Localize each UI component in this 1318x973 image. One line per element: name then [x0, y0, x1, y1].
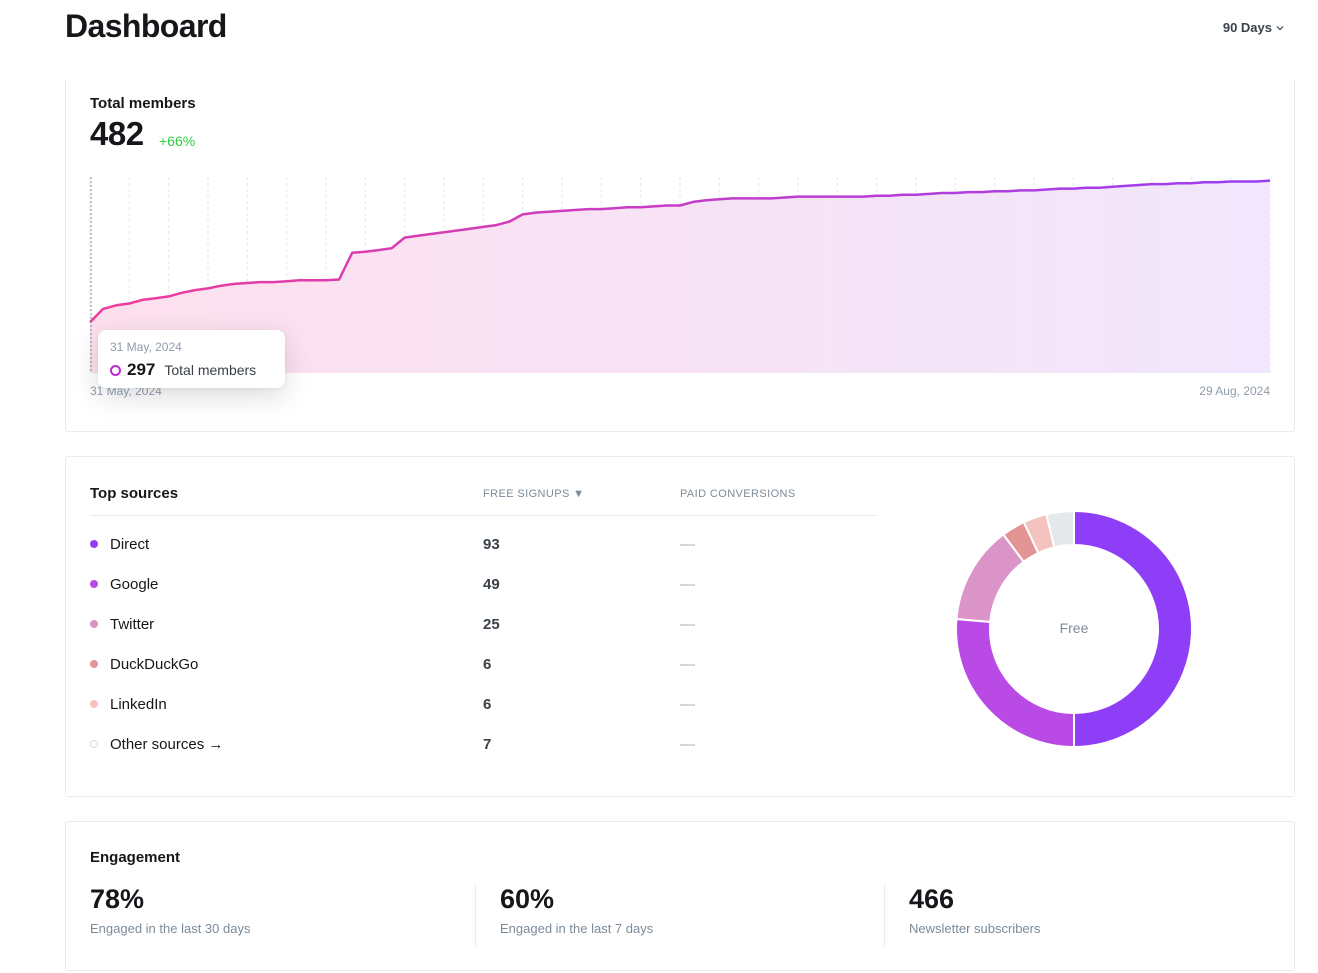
donut-slice-direct[interactable]	[1073, 509, 1193, 749]
source-free-signups: 25	[483, 615, 500, 633]
members-line	[89, 179, 1271, 324]
other-sources-link[interactable]: Other sources →	[110, 735, 224, 753]
source-name: LinkedIn	[110, 695, 167, 713]
date-range-label: 90 Days	[1222, 20, 1272, 35]
source-name: Google	[110, 575, 159, 593]
donut-slice-other-sources[interactable]	[1045, 509, 1075, 549]
source-free-signups: 93	[483, 535, 500, 553]
source-free-signups: 6	[483, 655, 492, 673]
top-sources-card: Top sources FREE SIGNUPS ▼ PAID CONVERSI…	[65, 456, 1295, 797]
stat-value: 60%	[500, 884, 555, 914]
x-axis-end-label: 29 Aug, 2024	[1199, 384, 1270, 398]
engagement-stat-30-days: 78% Engaged in the last 30 days	[66, 884, 475, 946]
source-name: Direct	[110, 535, 150, 553]
source-free-signups: 49	[483, 575, 500, 593]
date-range-dropdown[interactable]: 90 Days	[1223, 20, 1284, 35]
members-area-chart[interactable]	[89, 177, 1271, 375]
source-paid-conversions: —	[680, 695, 695, 713]
donut-center-label: Free	[1059, 620, 1089, 636]
stat-label: Engaged in the last 30 days	[90, 921, 251, 936]
source-row-google: Google 49 —	[90, 572, 877, 596]
source-free-signups: 6	[483, 695, 492, 713]
stat-label: Engaged in the last 7 days	[500, 921, 654, 936]
donut-slice-google[interactable]	[955, 617, 1075, 749]
legend-dot-icon	[90, 620, 98, 628]
legend-dot-icon	[90, 660, 98, 668]
legend-dot-icon	[90, 580, 98, 588]
engagement-card: Engagement 78% Engaged in the last 30 da…	[65, 821, 1295, 971]
page-title: Dashboard	[65, 8, 227, 44]
source-row-linkedin: LinkedIn 6 —	[90, 692, 877, 716]
engagement-stat-7-days: 60% Engaged in the last 7 days	[475, 884, 884, 946]
members-area-fill	[90, 180, 1270, 373]
stat-label: Newsletter subscribers	[909, 921, 1041, 936]
tooltip-value: 297	[127, 360, 156, 379]
source-paid-conversions: —	[680, 735, 695, 753]
paid-conversions-column-header[interactable]: PAID CONVERSIONS	[680, 488, 796, 500]
stat-value: 466	[909, 884, 955, 914]
engagement-heading: Engagement	[90, 849, 181, 866]
source-name: DuckDuckGo	[110, 655, 199, 673]
source-row-twitter: Twitter 25 —	[90, 612, 877, 636]
legend-dot-icon	[90, 700, 98, 708]
legend-dot-icon	[90, 740, 98, 748]
source-paid-conversions: —	[680, 535, 695, 553]
source-paid-conversions: —	[680, 575, 695, 593]
free-signups-column-header[interactable]: FREE SIGNUPS ▼	[483, 488, 585, 500]
chart-tooltip: 31 May, 2024 297 Total members	[98, 330, 285, 388]
chevron-down-icon	[1276, 25, 1284, 30]
tooltip-label: Total members	[164, 362, 257, 378]
source-free-signups: 7	[483, 735, 492, 753]
tooltip-date: 31 May, 2024	[110, 340, 182, 354]
legend-dot-icon	[90, 540, 98, 548]
tooltip-marker-icon	[110, 364, 121, 376]
total-members-card: Total members 482 +66% 31 May, 2024 29 A…	[65, 79, 1295, 432]
total-members-heading: Total members	[90, 95, 196, 112]
source-paid-conversions: —	[680, 655, 695, 673]
source-paid-conversions: —	[680, 615, 695, 633]
engagement-stat-newsletter: 466 Newsletter subscribers	[884, 884, 1293, 946]
total-members-value: 482	[90, 115, 144, 152]
total-members-delta: +66%	[159, 133, 196, 149]
table-divider	[90, 515, 877, 516]
source-row-duckduckgo: DuckDuckGo 6 —	[90, 652, 877, 676]
source-row-direct: Direct 93 —	[90, 532, 877, 556]
sources-donut-chart[interactable]	[954, 509, 1194, 749]
source-name: Twitter	[110, 615, 155, 633]
source-row-other[interactable]: Other sources → 7 —	[90, 732, 877, 756]
top-sources-heading: Top sources	[90, 485, 179, 502]
stat-value: 78%	[90, 884, 145, 914]
